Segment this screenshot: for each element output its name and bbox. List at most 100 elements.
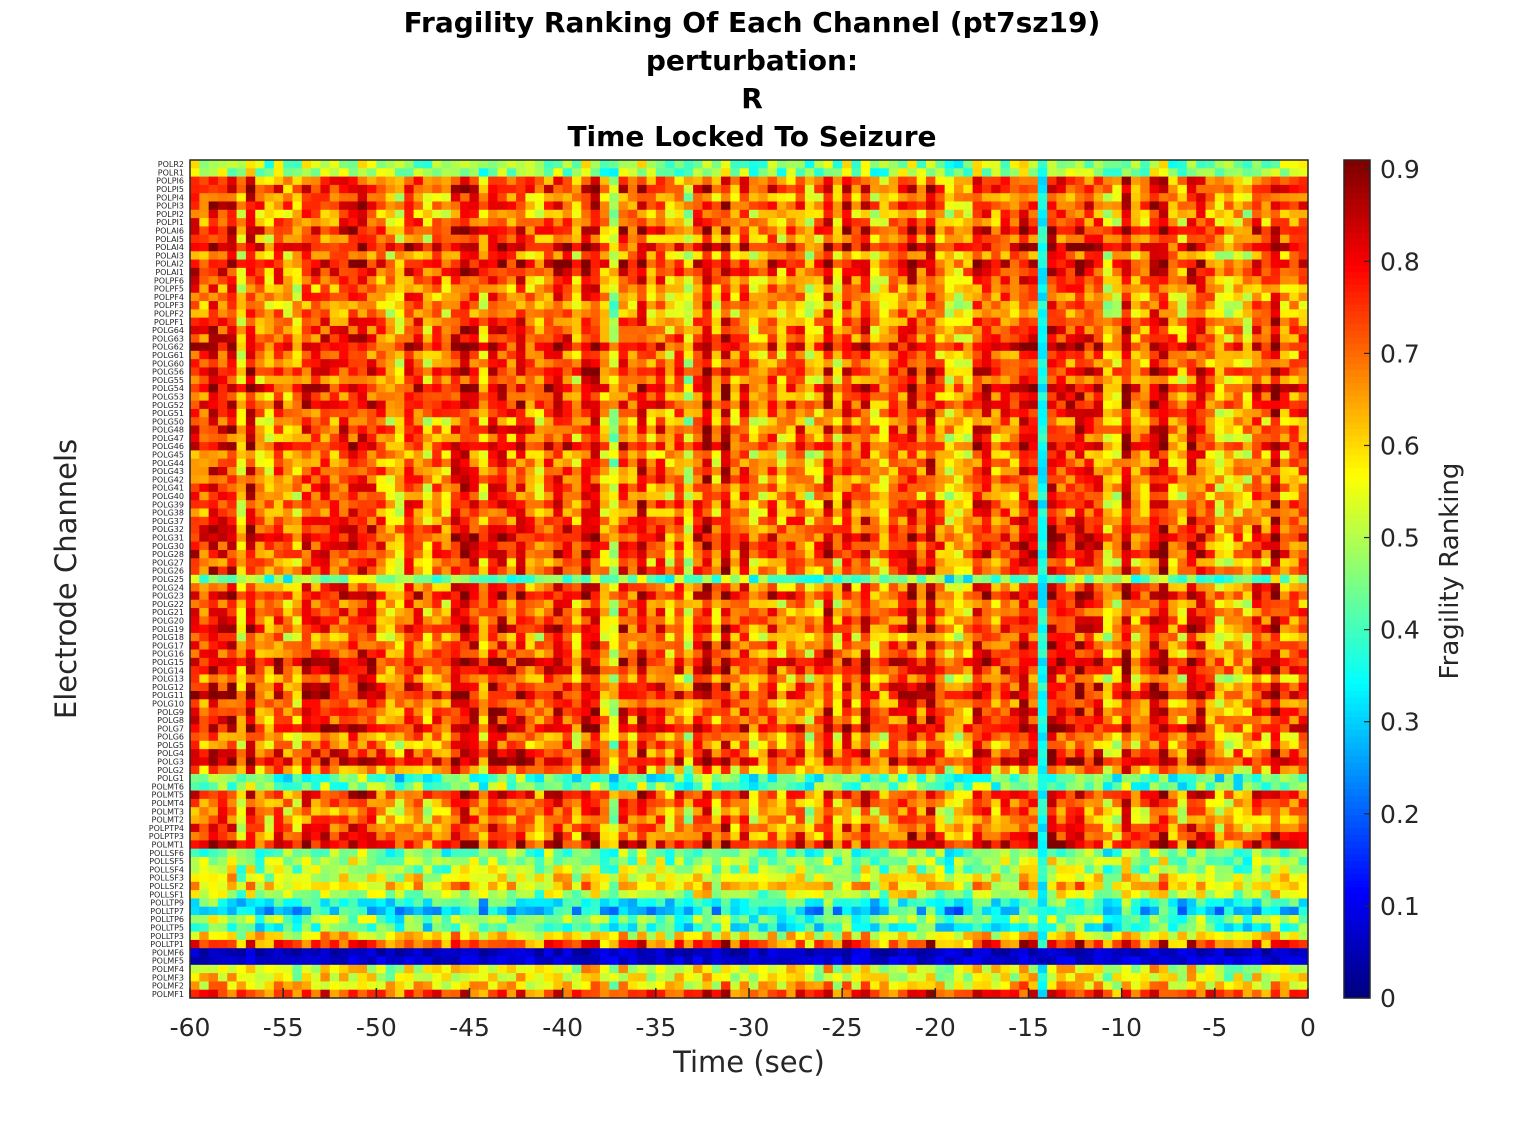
heatmap-cell: [544, 185, 554, 194]
heatmap-cell: [218, 401, 228, 410]
heatmap-cell: [451, 218, 461, 227]
heatmap-cell: [376, 492, 386, 501]
heatmap-cell: [265, 168, 275, 177]
heatmap-cell: [246, 260, 256, 269]
heatmap-cell: [265, 201, 275, 210]
heatmap-cell: [1084, 226, 1094, 235]
heatmap-cell: [842, 475, 852, 484]
heatmap-cell: [1224, 434, 1234, 443]
heatmap-cell: [1243, 367, 1253, 376]
heatmap-cell: [973, 235, 983, 244]
heatmap-cell: [274, 243, 284, 252]
heatmap-cell: [814, 301, 824, 310]
heatmap-cell: [1084, 484, 1094, 493]
heatmap-cell: [1261, 251, 1271, 260]
heatmap-cell: [1047, 326, 1057, 335]
heatmap-cell: [656, 376, 666, 385]
heatmap-cell: [1206, 426, 1216, 435]
heatmap-cell: [1168, 367, 1178, 376]
heatmap-cell: [926, 467, 936, 476]
heatmap-cell: [330, 334, 340, 343]
heatmap-cell: [1066, 309, 1076, 318]
heatmap-cell: [348, 467, 358, 476]
heatmap-cell: [786, 243, 796, 252]
heatmap-cell: [1178, 326, 1188, 335]
heatmap-cell: [879, 193, 889, 202]
heatmap-cell: [488, 260, 498, 269]
heatmap-cell: [861, 343, 871, 352]
heatmap-cell: [1280, 226, 1290, 235]
heatmap-cell: [1075, 185, 1085, 194]
heatmap-cell: [553, 160, 563, 169]
heatmap-cell: [395, 367, 405, 376]
heatmap-cell: [1299, 426, 1309, 435]
heatmap-cell: [1131, 384, 1141, 393]
heatmap-cell: [367, 260, 377, 269]
heatmap-cell: [358, 334, 368, 343]
heatmap-cell: [1206, 235, 1216, 244]
heatmap-cell: [619, 409, 629, 418]
heatmap-cell: [190, 417, 200, 426]
heatmap-cell: [479, 318, 489, 327]
heatmap-cell: [842, 293, 852, 302]
heatmap-cell: [237, 210, 247, 219]
heatmap-cell: [861, 318, 871, 327]
heatmap-cell: [218, 210, 228, 219]
heatmap-cell: [684, 177, 694, 186]
heatmap-cell: [1187, 492, 1197, 501]
heatmap-cell: [1038, 210, 1048, 219]
heatmap-cell: [516, 260, 526, 269]
heatmap-cell: [1103, 359, 1113, 368]
heatmap-cell: [302, 343, 312, 352]
heatmap-cell: [1178, 484, 1188, 493]
heatmap-cell: [1206, 442, 1216, 451]
heatmap-cell: [516, 318, 526, 327]
heatmap-cell: [479, 235, 489, 244]
heatmap-cell: [1196, 301, 1206, 310]
heatmap-cell: [460, 343, 470, 352]
heatmap-cell: [358, 426, 368, 435]
heatmap-cell: [926, 351, 936, 360]
heatmap-cell: [442, 367, 452, 376]
heatmap-cell: [870, 160, 880, 169]
heatmap-cell: [637, 168, 647, 177]
heatmap-cell: [1010, 301, 1020, 310]
heatmap-cell: [544, 359, 554, 368]
heatmap-cell: [954, 309, 964, 318]
heatmap-cell: [227, 160, 237, 169]
heatmap-cell: [600, 218, 610, 227]
heatmap-cell: [833, 484, 843, 493]
heatmap-cell: [1178, 293, 1188, 302]
heatmap-cell: [814, 334, 824, 343]
heatmap-cell: [861, 434, 871, 443]
heatmap-cell: [1122, 492, 1132, 501]
heatmap-cell: [199, 343, 209, 352]
heatmap-cell: [414, 500, 424, 509]
heatmap-cell: [712, 359, 722, 368]
heatmap-cell: [1075, 276, 1085, 285]
heatmap-cell: [255, 251, 265, 260]
heatmap-cell: [637, 309, 647, 318]
heatmap-cell: [525, 442, 535, 451]
heatmap-cell: [1084, 384, 1094, 393]
heatmap-cell: [637, 243, 647, 252]
heatmap-cell: [1075, 193, 1085, 202]
heatmap-cell: [982, 334, 992, 343]
heatmap-cell: [1168, 301, 1178, 310]
heatmap-cell: [1056, 251, 1066, 260]
heatmap-cell: [851, 243, 861, 252]
heatmap-cell: [851, 276, 861, 285]
heatmap-cell: [581, 326, 591, 335]
heatmap-cell: [740, 177, 750, 186]
heatmap-cell: [1084, 343, 1094, 352]
heatmap-cell: [1252, 450, 1262, 459]
heatmap-cell: [246, 484, 256, 493]
heatmap-cell: [749, 426, 759, 435]
heatmap-cell: [544, 193, 554, 202]
heatmap-cell: [209, 450, 219, 459]
heatmap-cell: [600, 160, 610, 169]
heatmap-cell: [963, 401, 973, 410]
heatmap-cell: [879, 268, 889, 277]
heatmap-cell: [1047, 318, 1057, 327]
heatmap-cell: [432, 326, 442, 335]
